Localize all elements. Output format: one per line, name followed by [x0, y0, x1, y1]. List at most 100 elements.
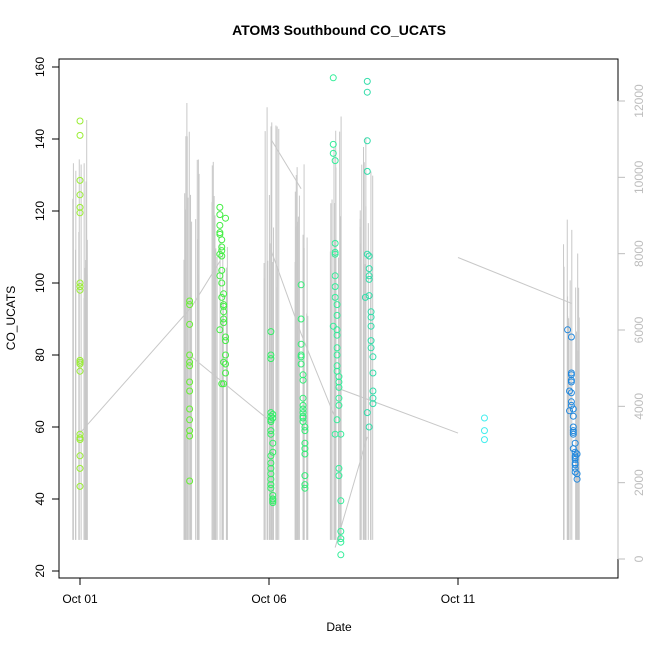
- data-point: [220, 358, 228, 366]
- data-point: [186, 416, 194, 424]
- data-point: [299, 371, 307, 379]
- data-point: [216, 203, 224, 211]
- data-point: [186, 358, 194, 366]
- data-point: [337, 551, 345, 559]
- data-point: [301, 423, 309, 431]
- data-point: [299, 394, 307, 402]
- data-point: [297, 353, 305, 361]
- data-point: [216, 229, 224, 237]
- data-point: [220, 380, 228, 388]
- data-point: [365, 423, 373, 431]
- data-points: [76, 74, 581, 559]
- data-point: [337, 535, 345, 543]
- data-point: [480, 427, 488, 435]
- y2-tick-label: 6000: [632, 316, 646, 343]
- data-point: [222, 369, 230, 377]
- data-point: [297, 360, 305, 368]
- data-point: [567, 378, 575, 386]
- data-point: [335, 464, 343, 472]
- altitude-trace: [72, 103, 580, 548]
- data-point: [564, 326, 572, 334]
- data-point: [216, 221, 224, 229]
- y-tick-label: 160: [33, 57, 47, 77]
- data-point: [329, 149, 337, 157]
- data-point: [369, 369, 377, 377]
- point-group: [564, 326, 581, 483]
- x-axis-label: Date: [326, 620, 352, 634]
- data-point: [480, 414, 488, 422]
- data-point: [222, 351, 230, 359]
- data-point: [186, 477, 194, 485]
- data-point: [269, 448, 277, 456]
- data-point: [297, 315, 305, 323]
- data-point: [571, 448, 579, 456]
- altitude-burst: [183, 103, 200, 540]
- x-axis: Oct 01 Oct 06 Oct 11: [62, 577, 476, 606]
- altitude-transit: [270, 138, 302, 190]
- data-point: [567, 333, 575, 341]
- data-point: [76, 203, 84, 211]
- data-point: [365, 252, 373, 260]
- data-point: [569, 430, 577, 438]
- altitude-burst: [294, 164, 309, 540]
- data-point: [76, 436, 84, 444]
- y-tick-label: 40: [33, 492, 47, 506]
- data-point: [76, 367, 84, 375]
- data-point: [571, 439, 579, 447]
- data-point: [297, 281, 305, 289]
- data-point: [299, 409, 307, 417]
- data-point: [569, 423, 577, 431]
- point-group: [361, 77, 377, 431]
- data-point: [76, 283, 84, 291]
- y-axis-label: CO_UCATS: [4, 286, 18, 350]
- y-tick-label: 60: [33, 420, 47, 434]
- data-point: [337, 538, 345, 546]
- data-point: [218, 380, 226, 388]
- data-point: [369, 400, 377, 408]
- data-point: [567, 389, 575, 397]
- data-point: [220, 302, 228, 310]
- data-point: [335, 383, 343, 391]
- data-point: [480, 436, 488, 444]
- data-point: [573, 475, 581, 483]
- altitude-transit: [334, 436, 368, 548]
- data-point: [76, 286, 84, 294]
- data-point: [367, 344, 375, 352]
- data-point: [365, 272, 373, 280]
- data-point: [365, 275, 373, 283]
- data-point: [367, 322, 375, 330]
- data-point: [76, 452, 84, 460]
- data-point: [220, 308, 228, 316]
- data-point: [186, 320, 194, 328]
- point-group: [267, 328, 277, 507]
- data-point: [76, 430, 84, 438]
- data-point: [363, 77, 371, 85]
- data-point: [571, 468, 579, 476]
- point-group: [329, 74, 345, 559]
- data-point: [218, 252, 226, 260]
- point-group: [297, 281, 309, 492]
- data-point: [186, 301, 194, 309]
- data-point: [267, 430, 275, 438]
- data-point: [301, 427, 309, 435]
- data-point: [76, 209, 84, 217]
- altitude-burst: [211, 161, 228, 540]
- chart-title: ATOM3 Southbound CO_UCATS: [232, 22, 446, 38]
- data-point: [220, 290, 228, 298]
- data-point: [267, 452, 275, 460]
- data-point: [267, 475, 275, 483]
- data-point: [267, 459, 275, 467]
- data-point: [335, 378, 343, 386]
- data-point: [335, 394, 343, 402]
- data-point: [331, 430, 339, 438]
- data-point: [186, 297, 194, 305]
- data-point: [76, 360, 84, 368]
- y-tick-label: 20: [33, 564, 47, 578]
- data-point: [567, 401, 575, 409]
- data-point: [331, 239, 339, 247]
- x-tick-label: Oct 01: [62, 592, 98, 606]
- data-point: [571, 461, 579, 469]
- data-point: [329, 140, 337, 148]
- y2-tick-label: 4000: [632, 393, 646, 420]
- data-point: [186, 378, 194, 386]
